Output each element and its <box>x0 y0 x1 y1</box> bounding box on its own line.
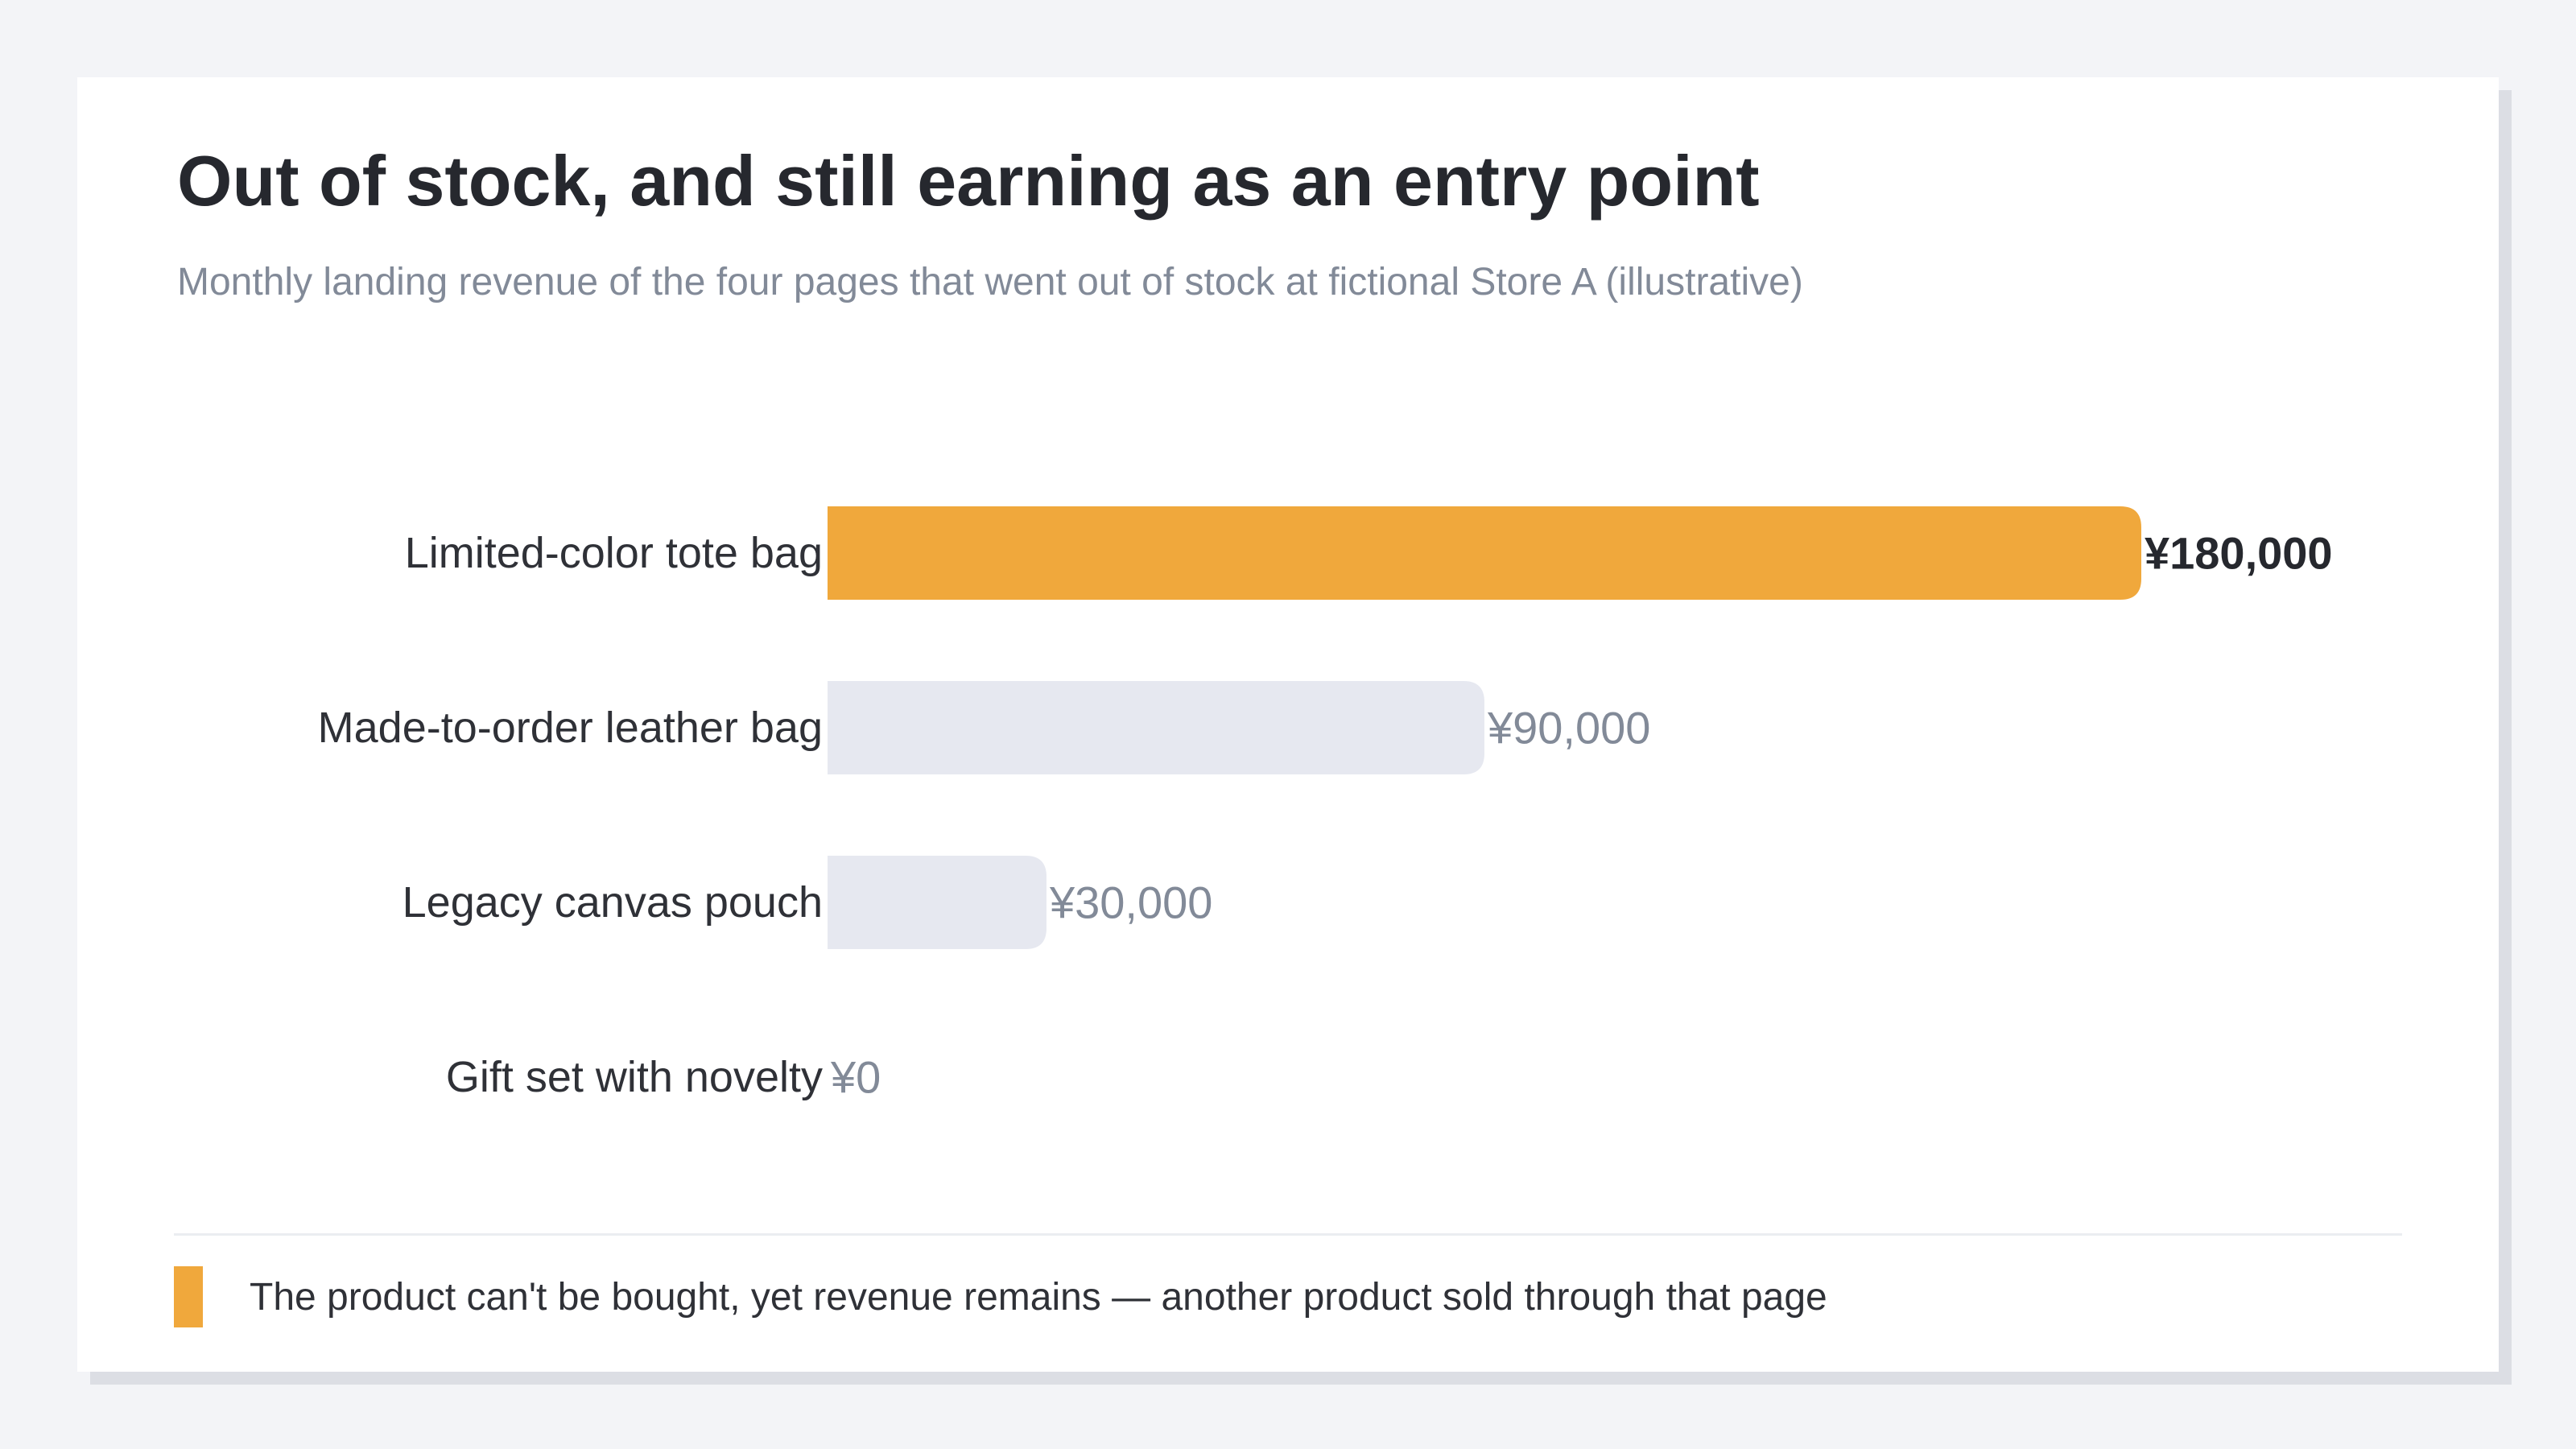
category-label: Limited-color tote bag <box>405 529 823 577</box>
legend-swatch <box>174 1266 203 1327</box>
category-label: Gift set with novelty <box>446 1053 823 1101</box>
value-label: ¥30,000 <box>1049 877 1212 928</box>
bar <box>828 681 1484 774</box>
legend-text: The product can't be bought, yet revenue… <box>250 1275 1827 1319</box>
chart-card: Out of stock, and still earning as an en… <box>77 77 2499 1372</box>
bar <box>828 856 1046 949</box>
bar <box>828 506 2141 600</box>
value-label: ¥90,000 <box>1487 703 1650 753</box>
chart-title: Out of stock, and still earning as an en… <box>177 141 1760 221</box>
category-label: Made-to-order leather bag <box>318 704 823 752</box>
legend-divider <box>174 1233 2402 1236</box>
value-label: ¥0 <box>830 1052 881 1103</box>
value-label: ¥180,000 <box>2145 528 2333 579</box>
category-label: Legacy canvas pouch <box>402 878 823 927</box>
legend: The product can't be bought, yet revenue… <box>174 1265 1827 1328</box>
bar-chart: Limited-color tote bag ¥180,000 Made-to-or… <box>318 506 2333 1103</box>
chart-subtitle: Monthly landing revenue of the four page… <box>177 261 1803 303</box>
